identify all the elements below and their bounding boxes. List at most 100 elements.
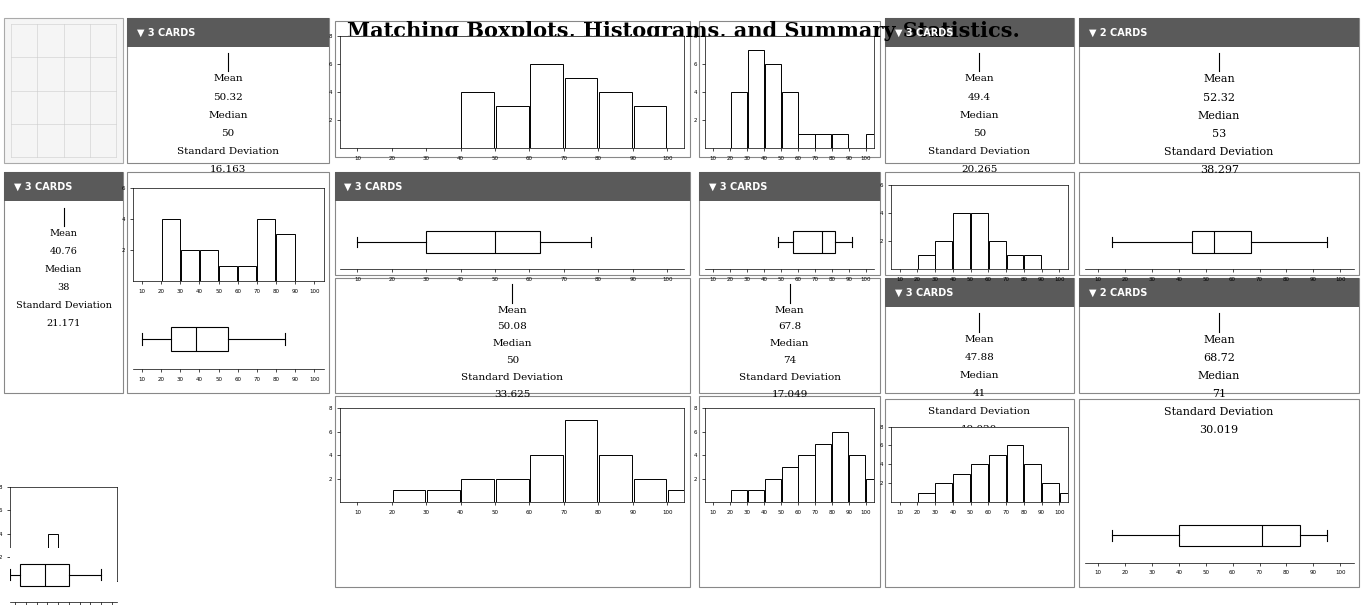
FancyBboxPatch shape <box>335 172 690 275</box>
Text: 67.8: 67.8 <box>779 322 800 332</box>
FancyBboxPatch shape <box>4 18 123 163</box>
FancyBboxPatch shape <box>127 18 329 47</box>
Bar <box>832 432 848 502</box>
Text: ▼ 3 CARDS: ▼ 3 CARDS <box>895 288 953 298</box>
FancyBboxPatch shape <box>699 172 880 201</box>
Bar <box>161 219 180 281</box>
FancyBboxPatch shape <box>335 172 690 201</box>
Bar <box>971 213 988 269</box>
Text: ▼ 3 CARDS: ▼ 3 CARDS <box>14 182 72 192</box>
Bar <box>953 213 970 269</box>
Bar <box>989 241 1005 269</box>
FancyBboxPatch shape <box>335 21 690 157</box>
Bar <box>781 93 798 148</box>
Bar <box>765 64 780 148</box>
Bar <box>799 455 814 502</box>
Text: Median: Median <box>45 265 82 274</box>
Bar <box>936 483 952 502</box>
Bar <box>37 557 46 581</box>
Text: Mean: Mean <box>213 74 243 83</box>
Text: 50.32: 50.32 <box>213 93 243 102</box>
Bar <box>731 491 747 502</box>
Text: Standard Deviation: Standard Deviation <box>1164 147 1274 157</box>
FancyBboxPatch shape <box>885 399 1074 587</box>
Bar <box>634 106 667 148</box>
Text: ▼ 3 CARDS: ▼ 3 CARDS <box>709 182 768 192</box>
PathPatch shape <box>426 231 540 253</box>
Bar <box>918 255 934 269</box>
PathPatch shape <box>1193 231 1251 253</box>
Text: Median: Median <box>1198 371 1240 381</box>
Bar <box>731 93 747 148</box>
Bar <box>496 479 529 502</box>
Text: 17.049: 17.049 <box>772 390 807 399</box>
Bar <box>530 64 563 148</box>
Bar <box>971 465 988 502</box>
FancyBboxPatch shape <box>127 18 329 163</box>
Bar <box>747 50 764 148</box>
Bar <box>276 235 295 281</box>
FancyBboxPatch shape <box>885 172 1074 275</box>
Text: 52.32: 52.32 <box>1203 93 1235 103</box>
FancyBboxPatch shape <box>1079 18 1359 47</box>
Text: Matching Boxplots, Histograms, and Summary Statistics.: Matching Boxplots, Histograms, and Summa… <box>347 21 1019 41</box>
Text: Median: Median <box>1198 111 1240 121</box>
Bar <box>70 569 79 581</box>
Text: Median: Median <box>770 339 809 348</box>
Text: 16.163: 16.163 <box>210 165 246 174</box>
Text: 68.72: 68.72 <box>1203 353 1235 363</box>
Bar <box>462 479 494 502</box>
FancyBboxPatch shape <box>885 18 1074 163</box>
Text: Standard Deviation: Standard Deviation <box>178 147 279 156</box>
Bar <box>392 491 425 502</box>
Bar <box>600 455 632 502</box>
Text: ▼ 3 CARDS: ▼ 3 CARDS <box>344 182 403 192</box>
Bar <box>257 219 276 281</box>
Text: ▼ 3 CARDS: ▼ 3 CARDS <box>895 28 953 38</box>
FancyBboxPatch shape <box>1079 172 1359 275</box>
Text: Mean: Mean <box>1203 335 1235 345</box>
Text: 50: 50 <box>973 129 986 138</box>
Bar <box>564 420 597 502</box>
FancyBboxPatch shape <box>699 278 880 393</box>
Bar <box>866 134 882 148</box>
Text: Mean: Mean <box>964 74 994 83</box>
Bar <box>564 78 597 148</box>
Text: 38.297: 38.297 <box>1199 165 1239 175</box>
Bar <box>48 534 57 581</box>
Text: 50: 50 <box>221 129 235 138</box>
Bar <box>238 266 257 281</box>
Bar <box>428 491 460 502</box>
Text: 40.76: 40.76 <box>49 247 78 256</box>
Text: 53: 53 <box>1212 129 1227 139</box>
Text: Mean: Mean <box>775 306 805 315</box>
FancyBboxPatch shape <box>335 278 690 393</box>
Text: Mean: Mean <box>49 229 78 238</box>
Bar <box>832 134 848 148</box>
Bar <box>462 93 494 148</box>
Text: Standard Deviation: Standard Deviation <box>929 147 1030 156</box>
Bar <box>1024 255 1041 269</box>
Bar <box>936 241 952 269</box>
FancyBboxPatch shape <box>1079 18 1359 163</box>
Text: Mean: Mean <box>497 306 527 315</box>
Text: Median: Median <box>960 111 999 120</box>
Bar <box>600 93 632 148</box>
Bar <box>850 455 865 502</box>
FancyBboxPatch shape <box>1079 278 1359 393</box>
Text: 20.265: 20.265 <box>962 165 997 174</box>
Bar <box>799 134 814 148</box>
PathPatch shape <box>1179 525 1300 546</box>
FancyBboxPatch shape <box>1079 399 1359 587</box>
Text: Median: Median <box>209 111 247 120</box>
Bar <box>496 106 529 148</box>
FancyBboxPatch shape <box>1079 278 1359 307</box>
Text: Standard Deviation: Standard Deviation <box>15 301 112 310</box>
Text: ▼ 2 CARDS: ▼ 2 CARDS <box>1089 288 1147 298</box>
Bar <box>781 467 798 502</box>
FancyBboxPatch shape <box>4 172 123 393</box>
Bar <box>180 250 199 281</box>
Text: 30.019: 30.019 <box>1199 425 1239 436</box>
FancyBboxPatch shape <box>699 21 880 157</box>
PathPatch shape <box>171 327 228 351</box>
